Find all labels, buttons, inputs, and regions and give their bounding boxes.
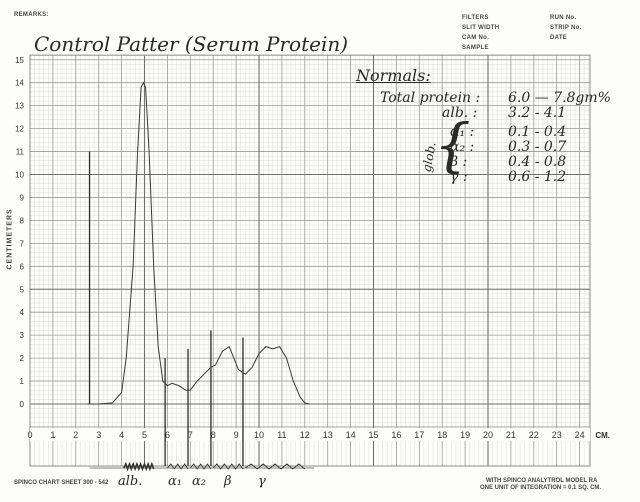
y-tick-label: 2 — [20, 354, 25, 363]
x-tick-label: 24 — [575, 430, 585, 440]
x-tick-label: 17 — [414, 430, 424, 440]
y-tick-label: 12 — [15, 125, 24, 134]
integration-pulses — [212, 463, 244, 470]
x-tick-label: 3 — [96, 430, 101, 440]
x-tick-label: 21 — [506, 430, 516, 440]
x-unit-label: CM. — [595, 431, 610, 440]
x-tick-label: 19 — [460, 430, 470, 440]
x-tick-label: 8 — [211, 430, 216, 440]
normals-heading: Normals: — [356, 66, 431, 85]
y-tick-label: 3 — [20, 331, 25, 340]
footer-note-line2: ONE UNIT OF INTEGRATION = 0.1 SQ. CM. — [480, 485, 602, 491]
handwritten-title: Control Patter (Serum Protein) — [34, 32, 349, 56]
x-tick-label: 16 — [391, 430, 401, 440]
header-field-label: STRIP No. — [550, 25, 582, 31]
footer-sheet-id: SPINCO CHART SHEET 300 - 542 — [14, 480, 109, 486]
y-axis-label: CENTIMETERS — [6, 208, 14, 270]
normals-row-value: 0.6 - 1.2 — [508, 169, 567, 185]
integration-label: γ — [258, 474, 266, 489]
integration-label: β — [224, 474, 232, 489]
integration-pulses — [167, 463, 189, 470]
x-tick-label: 10 — [254, 430, 264, 440]
normals-row-label: γ : — [450, 169, 468, 185]
header-field-label: DATE — [550, 35, 568, 41]
header-field-label: RUN No. — [550, 15, 577, 21]
grid-minor — [30, 54, 590, 466]
integration-label: α₂ — [192, 474, 206, 489]
integration-strip — [89, 461, 314, 472]
x-tick-label: 9 — [234, 430, 239, 440]
header-field-label: SLIT WIDTH — [462, 25, 500, 31]
protein-trace-line — [87, 81, 310, 405]
x-tick-label: 12 — [300, 430, 310, 440]
remarks-label: REMARKS: — [14, 12, 49, 18]
y-tick-label: 5 — [20, 285, 25, 294]
x-tick-label: 0 — [27, 430, 32, 440]
x-tick-label: 6 — [165, 430, 170, 440]
x-tick-label: 4 — [119, 430, 124, 440]
y-tick-label: 8 — [20, 216, 25, 225]
integration-label: alb. — [118, 474, 143, 489]
x-tick-label: 5 — [142, 430, 147, 440]
x-tick-label: 14 — [346, 430, 356, 440]
y-tick-label: 13 — [15, 102, 24, 111]
x-tick-label: 13 — [323, 430, 333, 440]
glob-bracket: { — [434, 111, 471, 179]
header-field-label: FILTERS — [462, 15, 489, 21]
normals-row-value: 3.2 - 4.1 — [508, 105, 567, 121]
normals-row-value: 0.1 - 0.4 — [508, 124, 567, 140]
integration-label: α₁ — [168, 474, 182, 489]
normals-row-value: 6.0 — 7.8gm% — [508, 90, 611, 106]
grid-major — [29, 54, 591, 467]
x-tick-label: 15 — [368, 430, 378, 440]
integration-pulses — [245, 463, 306, 470]
x-tick-label: 22 — [529, 430, 539, 440]
x-tick-label: 1 — [50, 430, 55, 440]
y-tick-label: 14 — [15, 79, 24, 88]
normals-row-label: alb. : — [442, 105, 478, 121]
y-tick-label: 6 — [20, 262, 25, 271]
grid-border — [29, 54, 591, 467]
normals-row-label: Total protein : — [380, 90, 481, 106]
integration-pulses — [123, 461, 155, 472]
y-tick-label: 9 — [20, 193, 25, 202]
y-tick-label: 10 — [15, 171, 24, 180]
x-tick-label: 2 — [73, 430, 78, 440]
x-tick-labels: 0 1 2 3 4 5 6 7 8 9 10 11 12 13 14 15 16 17 18 19 20 21 22 23 24… — [27, 428, 610, 442]
x-tick-label: 11 — [277, 430, 286, 440]
integration-pulses — [189, 463, 212, 470]
normals-row-label: β : — [450, 154, 468, 170]
y-tick-label: 0 — [20, 400, 25, 409]
x-tick-label: 7 — [188, 430, 193, 440]
normals-row-label: α₁ : — [450, 124, 475, 140]
y-tick-label: 1 — [20, 377, 25, 386]
x-axis-band — [30, 428, 590, 442]
y-tick-label: 11 — [16, 148, 25, 157]
marker-lines — [88, 151, 244, 466]
y-tick-label: 7 — [20, 239, 25, 248]
x-tick-label: 23 — [552, 430, 562, 440]
normals-row-value: 0.4 - 0.8 — [508, 154, 567, 170]
header-field-label: SAMPLE — [462, 45, 489, 51]
x-tick-label: 18 — [437, 430, 447, 440]
normals-row-value: 0.3 - 0.7 — [508, 139, 567, 155]
y-tick-label: 4 — [20, 308, 25, 317]
footer-note-line1: WITH SPINCO ANALYTROL MODEL RA — [486, 478, 598, 484]
y-tick-label: 15 — [15, 56, 24, 65]
normals-row-label: α₂ : — [450, 139, 475, 155]
header-field-label: CAM No. — [462, 35, 490, 41]
x-tick-label: 20 — [483, 430, 493, 440]
